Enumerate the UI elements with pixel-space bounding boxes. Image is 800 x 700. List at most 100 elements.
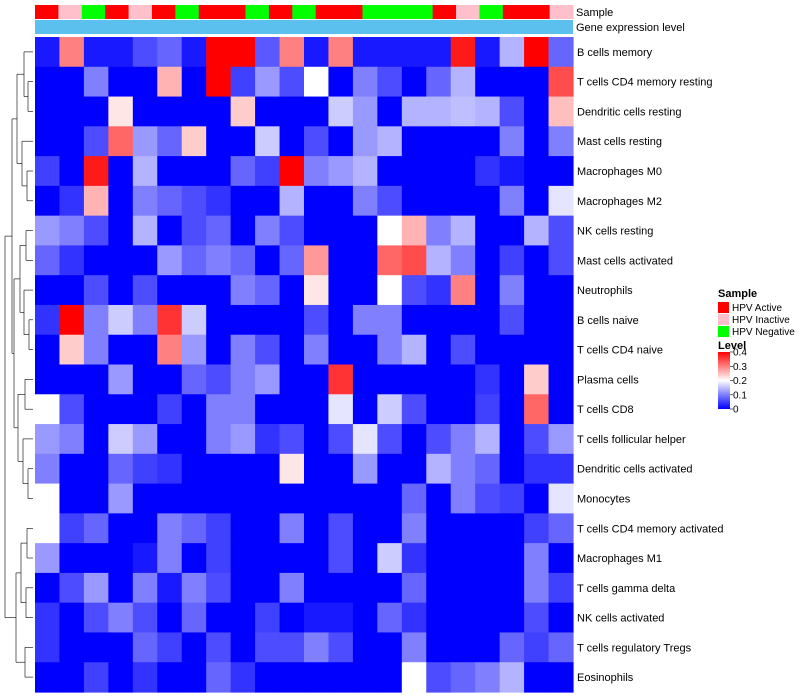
heatmap-cell: [328, 215, 354, 247]
heatmap-cell: [548, 662, 574, 693]
heatmap-cell: [108, 513, 134, 544]
heatmap-cell: [548, 304, 574, 336]
heatmap-cell: [181, 483, 207, 514]
heatmap-cell: [426, 483, 452, 514]
heatmap-cell: [426, 513, 452, 544]
heatmap-cell: [206, 513, 232, 544]
heatmap-cell: [35, 66, 61, 98]
level-tick-label: 0: [733, 405, 739, 416]
heatmap-cell: [475, 304, 501, 336]
heatmap-cell: [83, 602, 109, 634]
heatmap-cell: [304, 453, 330, 485]
sample-annotation-cell: [526, 5, 551, 19]
heatmap-cell: [108, 543, 134, 574]
heatmap-cell: [352, 364, 378, 395]
heatmap-cell: [499, 156, 525, 187]
heatmap-cell: [475, 185, 501, 217]
heatmap-cell: [83, 543, 109, 574]
heatmap-cell: [304, 66, 330, 98]
heatmap-cell: [157, 453, 183, 485]
heatmap-cell: [279, 245, 305, 276]
heatmap-cell: [426, 66, 452, 98]
sample-annotation-cell: [456, 5, 480, 19]
heatmap-cell: [524, 483, 550, 514]
heatmap-cell: [377, 37, 403, 68]
heatmap-cell: [548, 126, 574, 157]
heatmap-cell: [230, 602, 256, 634]
heatmap-cell: [475, 543, 501, 574]
heatmap-cell: [279, 394, 305, 425]
heatmap-cell: [401, 156, 427, 187]
heatmap-cell: [426, 156, 452, 187]
heatmap-cell: [132, 304, 158, 336]
heatmap-cell: [499, 126, 525, 157]
heatmap-cell: [108, 662, 134, 693]
heatmap-cell: [279, 37, 305, 68]
heatmap-cell: [426, 572, 452, 604]
heatmap-cell: [426, 662, 452, 693]
heatmap-cell: [59, 483, 85, 514]
heatmap-cell: [206, 424, 232, 455]
sample-legend-label: HPV Active: [732, 303, 782, 314]
heatmap-cell: [59, 96, 85, 127]
heatmap-cell: [206, 66, 232, 98]
heatmap-cell: [35, 662, 61, 693]
heatmap-cell: [230, 156, 256, 187]
heatmap-cell: [377, 215, 403, 247]
heatmap-cell: [352, 453, 378, 485]
heatmap-cell: [450, 304, 476, 336]
heatmap-cell: [352, 245, 378, 276]
heatmap-cell: [230, 662, 256, 693]
heatmap-cell: [279, 632, 305, 663]
heatmap-cell: [157, 96, 183, 127]
heatmap-cell: [548, 513, 574, 544]
heatmap-cell: [352, 156, 378, 187]
heatmap-cell: [352, 96, 378, 127]
heatmap-cell: [548, 424, 574, 455]
heatmap-cell: [59, 364, 85, 395]
heatmap-cell: [59, 394, 85, 425]
heatmap-cell: [401, 394, 427, 425]
heatmap-cell: [108, 394, 134, 425]
heatmap-cell: [108, 185, 134, 217]
heatmap-cell: [377, 245, 403, 276]
heatmap-cell: [157, 304, 183, 336]
heatmap-cell: [426, 185, 452, 217]
heatmap-cell: [255, 453, 281, 485]
heatmap-cell: [524, 156, 550, 187]
heatmap-cell: [132, 364, 158, 395]
heatmap-cell: [524, 126, 550, 157]
heatmap-cell: [352, 662, 378, 693]
heatmap-cell: [304, 156, 330, 187]
heatmap-cell: [426, 215, 452, 247]
heatmap-cell: [255, 662, 281, 693]
heatmap-cell: [328, 66, 354, 98]
heatmap-cell: [304, 513, 330, 544]
heatmap-cell: [59, 334, 85, 366]
heatmap-cell: [132, 572, 158, 604]
heatmap-cell: [499, 66, 525, 98]
sample-annotation-cell: [175, 5, 200, 19]
heatmap-cell: [206, 334, 232, 366]
heatmap-cell: [548, 453, 574, 485]
heatmap-cell: [304, 662, 330, 693]
heatmap-cell: [35, 334, 61, 366]
heatmap-cell: [377, 394, 403, 425]
heatmap-cell: [401, 572, 427, 604]
heatmap-cell: [83, 304, 109, 336]
heatmap-cell: [206, 602, 232, 634]
sample-annotation-cell: [198, 5, 223, 19]
heatmap-cell: [206, 572, 232, 604]
heatmap-cell: [132, 632, 158, 663]
heatmap-cell: [181, 37, 207, 68]
heatmap-cell: [401, 185, 427, 217]
heatmap-cell: [108, 275, 134, 306]
heatmap-cell: [230, 572, 256, 604]
heatmap-cell: [230, 66, 256, 98]
sample-annotation-cell: [151, 5, 176, 19]
heatmap-cell: [377, 513, 403, 544]
heatmap-cell: [59, 185, 85, 217]
heatmap-cell: [255, 364, 281, 395]
heatmap-cell: [401, 66, 427, 98]
